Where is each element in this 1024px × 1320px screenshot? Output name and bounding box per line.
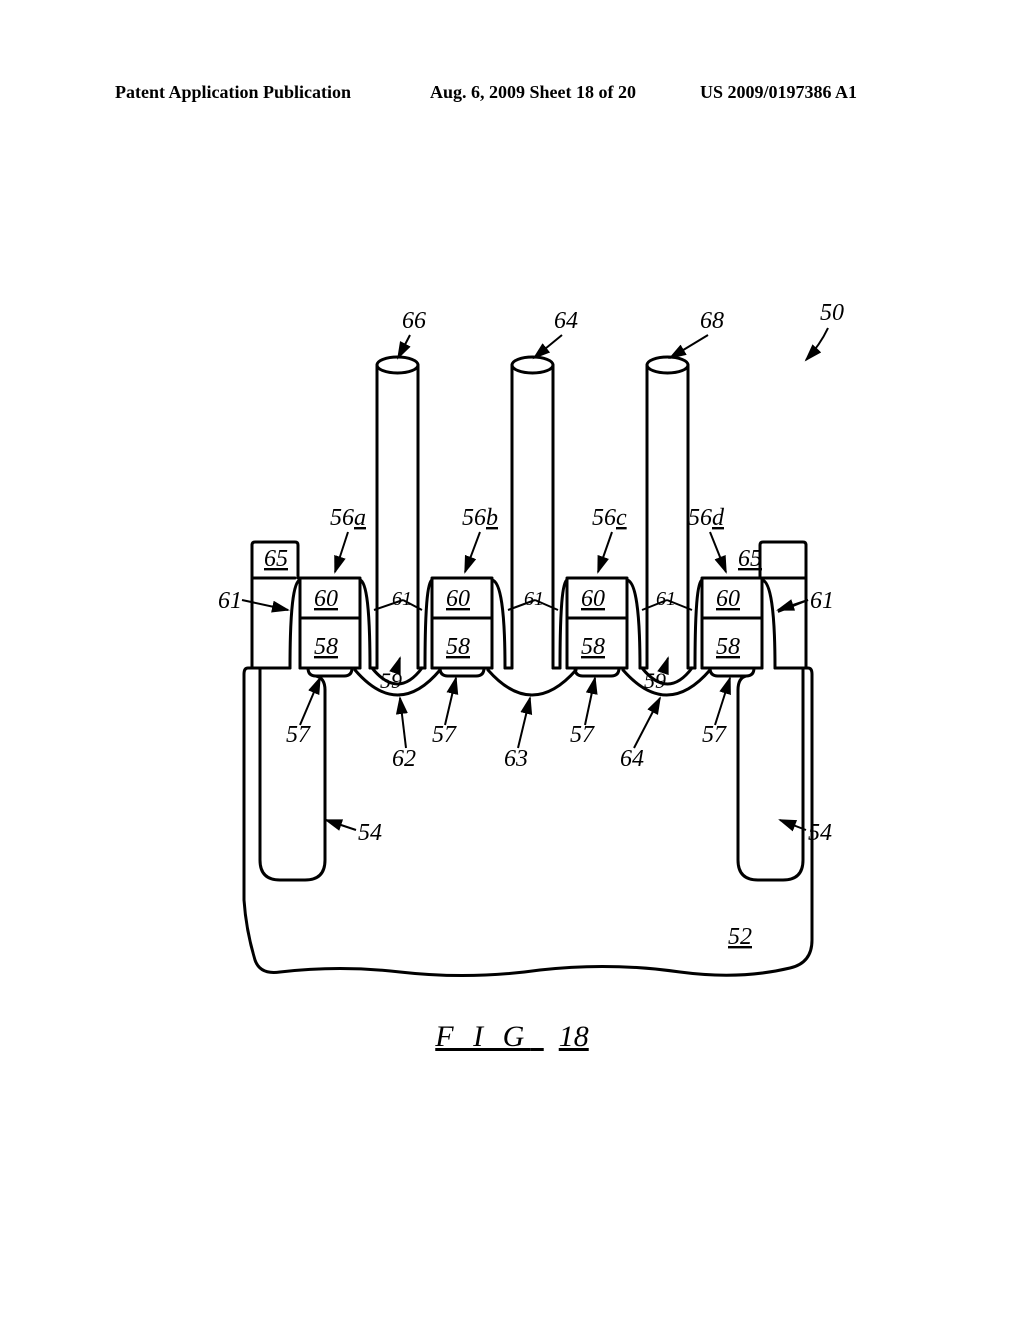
label-68: 68: [700, 308, 724, 334]
label-54-right: 54: [808, 820, 832, 846]
label-65-left: 65: [264, 546, 288, 572]
label-57-2: 57: [432, 722, 457, 748]
header-center: Aug. 6, 2009 Sheet 18 of 20: [430, 82, 636, 103]
header-left: Patent Application Publication: [115, 82, 351, 103]
label-56d: 56d: [688, 505, 725, 531]
label-50: 50: [820, 300, 844, 326]
label-59-1: 59: [380, 668, 402, 693]
figure-caption: F I G 18: [0, 1020, 1024, 1054]
label-60-1: 60: [314, 586, 338, 612]
label-56a: 56a: [330, 505, 366, 531]
label-61-right: 61: [810, 588, 834, 614]
label-52: 52: [728, 924, 752, 950]
label-60-4: 60: [716, 586, 740, 612]
label-58-1: 58: [314, 634, 338, 660]
label-64-top: 64: [554, 308, 578, 334]
label-65-right: 65: [738, 546, 762, 572]
patent-figure: 66 64 68 50 56a 56b 56c 56d 65 65 61 61 …: [140, 300, 860, 1000]
label-58-4: 58: [716, 634, 740, 660]
label-57-3: 57: [570, 722, 595, 748]
label-61-2: 61: [524, 588, 544, 610]
label-63: 63: [504, 746, 528, 772]
label-61-3: 61: [656, 588, 676, 610]
label-64-bottom: 64: [620, 746, 644, 772]
label-60-2: 60: [446, 586, 470, 612]
label-66: 66: [402, 308, 426, 334]
label-57-1: 57: [286, 722, 311, 748]
label-62: 62: [392, 746, 416, 772]
label-58-3: 58: [581, 634, 605, 660]
label-57-4: 57: [702, 722, 727, 748]
label-58-2: 58: [446, 634, 470, 660]
label-56b: 56b: [462, 505, 498, 531]
label-61-left: 61: [218, 588, 242, 614]
header-right: US 2009/0197386 A1: [700, 82, 857, 103]
label-61-1: 61: [392, 588, 412, 610]
label-56c: 56c: [592, 505, 627, 531]
label-59-2: 59: [644, 668, 666, 693]
label-60-3: 60: [581, 586, 605, 612]
label-54-left: 54: [358, 820, 382, 846]
